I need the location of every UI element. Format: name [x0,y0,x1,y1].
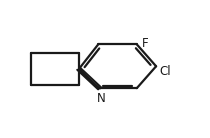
Text: F: F [142,37,149,50]
Text: N: N [97,92,105,105]
Text: Cl: Cl [159,65,171,78]
